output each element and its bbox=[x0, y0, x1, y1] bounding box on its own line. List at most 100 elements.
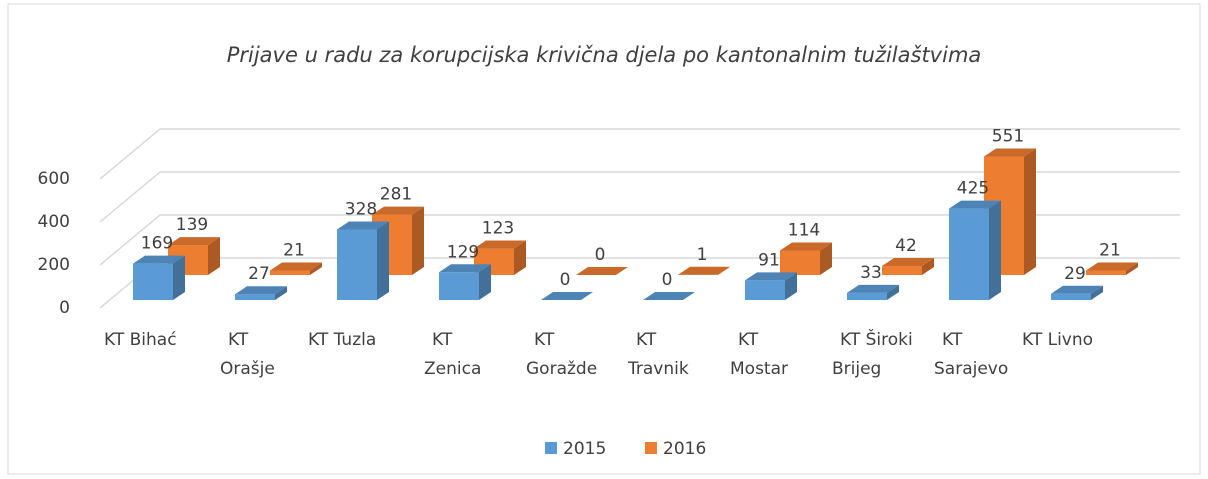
bar-front bbox=[235, 294, 275, 300]
bar-side bbox=[922, 257, 934, 275]
bar bbox=[780, 242, 832, 275]
bar-top bbox=[168, 237, 220, 246]
bar bbox=[1051, 285, 1103, 300]
x-tick-label: KT Bihać bbox=[104, 330, 177, 350]
x-tick-label: KT Mostar bbox=[730, 330, 788, 379]
value-label: 21 bbox=[1099, 240, 1121, 260]
bar bbox=[678, 266, 730, 275]
bar-front bbox=[882, 265, 922, 275]
value-label: 169 bbox=[141, 234, 173, 254]
value-label: 425 bbox=[957, 179, 989, 199]
bar-front bbox=[133, 263, 173, 300]
value-label: 29 bbox=[1064, 264, 1086, 284]
bar-side bbox=[412, 206, 424, 275]
bar-front bbox=[1086, 270, 1126, 275]
bar-front bbox=[780, 250, 820, 275]
bar bbox=[847, 284, 899, 300]
value-label: 551 bbox=[992, 127, 1024, 147]
bar-front bbox=[270, 270, 310, 275]
x-tick-label: KT Orašje bbox=[220, 330, 275, 379]
grid-line bbox=[99, 214, 1180, 266]
value-label: 114 bbox=[788, 220, 820, 240]
bar-top bbox=[1051, 285, 1103, 294]
legend-swatch bbox=[545, 442, 557, 454]
value-label: 139 bbox=[176, 215, 208, 235]
x-tick-label: KT Travnik bbox=[627, 330, 689, 379]
bar bbox=[745, 272, 797, 300]
bar-top bbox=[541, 292, 593, 300]
value-label: 21 bbox=[283, 240, 305, 260]
bar-top bbox=[474, 240, 526, 249]
bar-top bbox=[643, 292, 695, 300]
bar bbox=[576, 267, 628, 275]
x-tick-label: KT Sarajevo bbox=[934, 330, 1008, 379]
bar-side bbox=[310, 262, 322, 275]
value-label: 123 bbox=[482, 219, 514, 239]
bar bbox=[337, 221, 389, 300]
bar-side bbox=[377, 221, 389, 300]
bar-side bbox=[1126, 262, 1138, 275]
bar-side bbox=[479, 264, 491, 300]
value-label: 281 bbox=[380, 185, 412, 205]
value-label: 0 bbox=[595, 245, 606, 265]
grid-line bbox=[99, 171, 1180, 223]
bar bbox=[1086, 262, 1138, 275]
value-label: 0 bbox=[560, 270, 571, 290]
value-label: 27 bbox=[248, 264, 270, 284]
chart-title: Prijave u radu za korupcijska krivična d… bbox=[227, 43, 982, 67]
bar-front bbox=[1051, 293, 1091, 300]
value-label: 0 bbox=[662, 270, 673, 290]
value-label: 42 bbox=[895, 236, 917, 256]
bar-front bbox=[337, 229, 377, 300]
bar-front bbox=[949, 208, 989, 300]
bar-side bbox=[785, 272, 797, 300]
bar-side bbox=[208, 237, 220, 275]
x-tick-label: KT Široki Brijeg bbox=[832, 328, 913, 379]
grid-line bbox=[99, 128, 1180, 180]
bar-side bbox=[989, 200, 1001, 300]
bar-front bbox=[847, 292, 887, 300]
bar-top bbox=[745, 272, 797, 281]
bar-top bbox=[270, 262, 322, 271]
x-tick-label: KT Livno bbox=[1022, 330, 1093, 350]
bar-side bbox=[275, 286, 287, 300]
bar-front bbox=[745, 280, 785, 300]
x-tick-label: KT Goražde bbox=[526, 330, 597, 379]
x-tick-label: KT Tuzla bbox=[308, 330, 376, 350]
bar-top bbox=[780, 242, 832, 251]
bar-side bbox=[820, 242, 832, 275]
bar bbox=[235, 286, 287, 300]
bar-side bbox=[718, 266, 730, 275]
bar bbox=[439, 264, 491, 300]
bar-side bbox=[1024, 148, 1036, 275]
bar bbox=[643, 292, 695, 300]
y-tick-label: 200 bbox=[38, 255, 70, 275]
y-tick-label: 400 bbox=[38, 212, 70, 232]
bar-top bbox=[984, 148, 1036, 157]
bar bbox=[541, 292, 593, 300]
value-label: 91 bbox=[758, 250, 780, 270]
y-tick-label: 0 bbox=[59, 298, 70, 318]
value-label: 129 bbox=[447, 242, 479, 262]
legend-swatch bbox=[645, 442, 657, 454]
bar bbox=[270, 262, 322, 275]
value-label: 1 bbox=[697, 245, 708, 265]
bar-top bbox=[847, 284, 899, 293]
value-label: 328 bbox=[345, 199, 377, 219]
bar bbox=[882, 257, 934, 275]
bar bbox=[168, 237, 220, 275]
bar-side bbox=[514, 240, 526, 275]
y-tick-label: 600 bbox=[38, 169, 70, 189]
bar-top bbox=[678, 266, 730, 275]
legend-label: 2015 bbox=[563, 439, 606, 459]
bar-top bbox=[439, 264, 491, 273]
bar-side bbox=[1091, 285, 1103, 300]
bar-top bbox=[133, 255, 185, 264]
bar-top bbox=[372, 206, 424, 215]
legend-label: 2016 bbox=[663, 439, 706, 459]
bar-top bbox=[235, 286, 287, 295]
bar-side bbox=[173, 255, 185, 300]
bar-side bbox=[887, 284, 899, 300]
bar-top bbox=[337, 221, 389, 230]
